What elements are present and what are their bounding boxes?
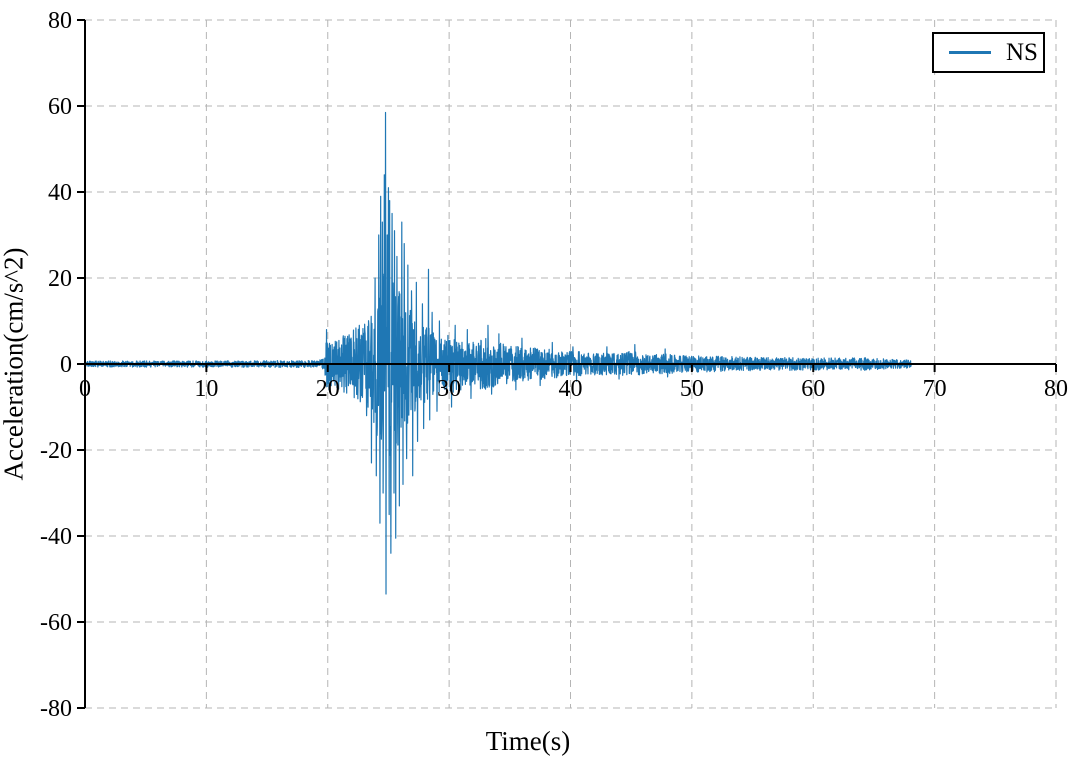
y-tick-label: 0: [60, 352, 72, 378]
x-tick-label: 60: [801, 376, 825, 402]
x-tick-label: 40: [559, 376, 583, 402]
y-tick-label: -80: [40, 696, 72, 722]
y-axis-title: Acceleration(cm/s^2): [0, 247, 29, 481]
legend-line-sample-icon: [949, 51, 991, 54]
x-tick-label: 20: [316, 376, 340, 402]
x-axis-title: Time(s): [485, 726, 571, 756]
x-tick-label: 0: [79, 376, 91, 402]
legend: NS: [932, 32, 1045, 73]
x-tick-label: 30: [437, 376, 461, 402]
waveform-line: [84, 111, 912, 595]
x-tick-label: 10: [194, 376, 218, 402]
y-tick-label: 20: [48, 266, 72, 292]
x-tick-label: 50: [680, 376, 704, 402]
y-tick-label: -40: [40, 524, 72, 550]
x-tick-label: 70: [923, 376, 947, 402]
y-tick-label: -60: [40, 610, 72, 636]
y-tick-label: 40: [48, 180, 72, 206]
y-tick-label: -20: [40, 438, 72, 464]
x-tick-label: 80: [1044, 376, 1068, 402]
legend-series-label: NS: [1006, 38, 1038, 66]
y-tick-label: 60: [48, 94, 72, 120]
y-tick-label: 80: [48, 8, 72, 34]
